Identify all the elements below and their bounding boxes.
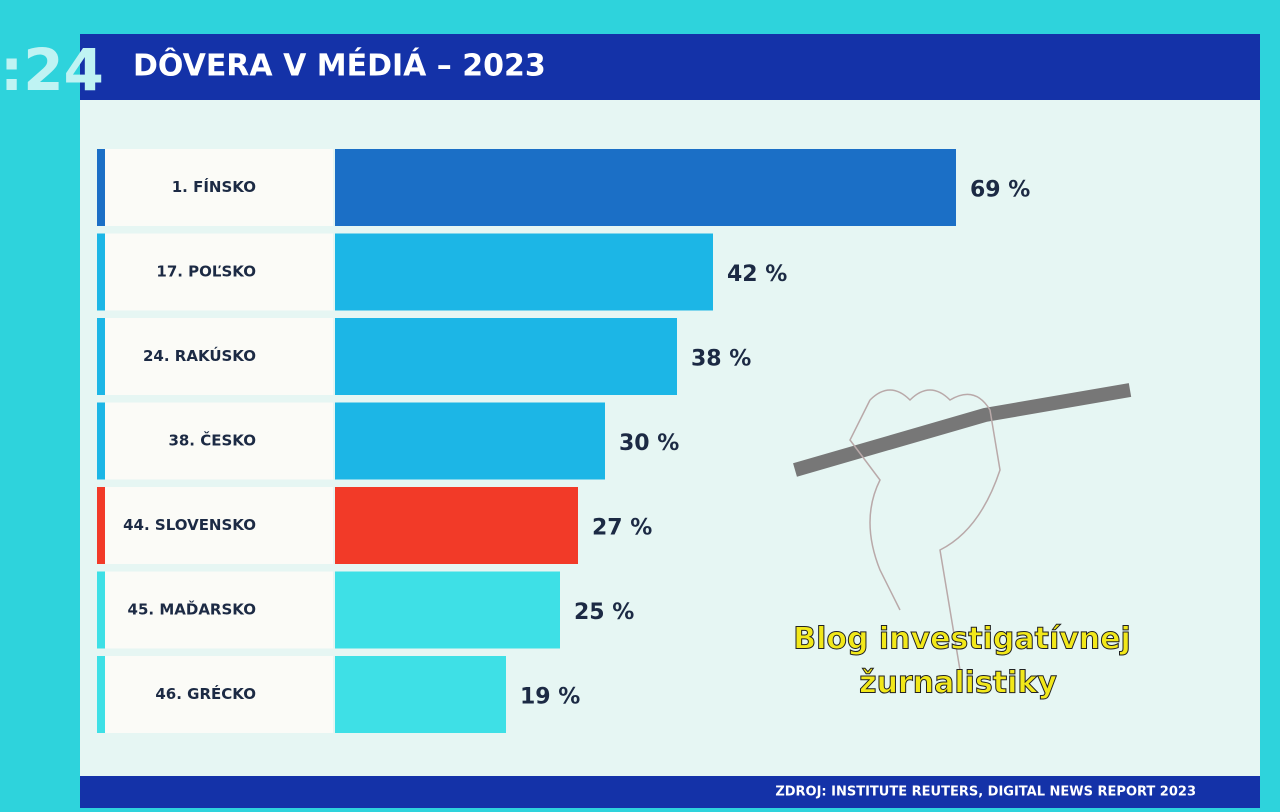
bar	[335, 233, 713, 311]
watermark-fist	[793, 383, 1132, 671]
bar	[335, 149, 956, 226]
category-label: 1. FÍNSKO	[172, 177, 256, 196]
header-bar	[80, 34, 1260, 100]
value-label: 19 %	[520, 685, 580, 710]
row-strip	[97, 402, 105, 480]
label-box	[105, 318, 333, 395]
category-label: 24. RAKÚSKO	[143, 346, 256, 365]
category-label: 46. GRÉCKO	[155, 684, 256, 703]
category-label: 38. ČESKO	[168, 431, 256, 450]
label-box	[105, 571, 333, 649]
label-box	[105, 487, 333, 564]
bar	[335, 318, 677, 395]
bar	[335, 571, 560, 649]
watermark: Blog investigatívnej	[793, 622, 1131, 657]
row-strip	[97, 233, 105, 311]
logo: :24	[0, 36, 104, 104]
value-label: 30 %	[619, 431, 679, 456]
row-strip	[97, 487, 105, 564]
row-strip	[97, 571, 105, 649]
watermark: žurnalistiky	[859, 666, 1057, 701]
footer-bar	[80, 776, 1260, 808]
chart-title: DÔVERA V MÉDIÁ – 2023	[133, 47, 546, 84]
value-label: 42 %	[727, 262, 787, 287]
bar	[335, 656, 506, 733]
value-label: 27 %	[592, 516, 652, 541]
category-label: 17. POĽSKO	[156, 263, 256, 281]
label-box	[105, 233, 333, 311]
row-strip	[97, 656, 105, 733]
value-label: 69 %	[970, 178, 1030, 203]
row-strip	[97, 149, 105, 226]
bar	[335, 402, 605, 480]
source: ZDROJ: INSTITUTE REUTERS, DIGITAL NEWS R…	[775, 785, 1196, 800]
category-label: 44. SLOVENSKO	[123, 516, 256, 534]
value-label: 38 %	[691, 347, 751, 372]
label-box	[105, 149, 333, 226]
label-box	[105, 402, 333, 480]
category-label: 45. MAĎARSKO	[128, 600, 256, 619]
label-box	[105, 656, 333, 733]
bar	[335, 487, 578, 564]
value-label: 25 %	[574, 600, 634, 625]
row-strip	[97, 318, 105, 395]
